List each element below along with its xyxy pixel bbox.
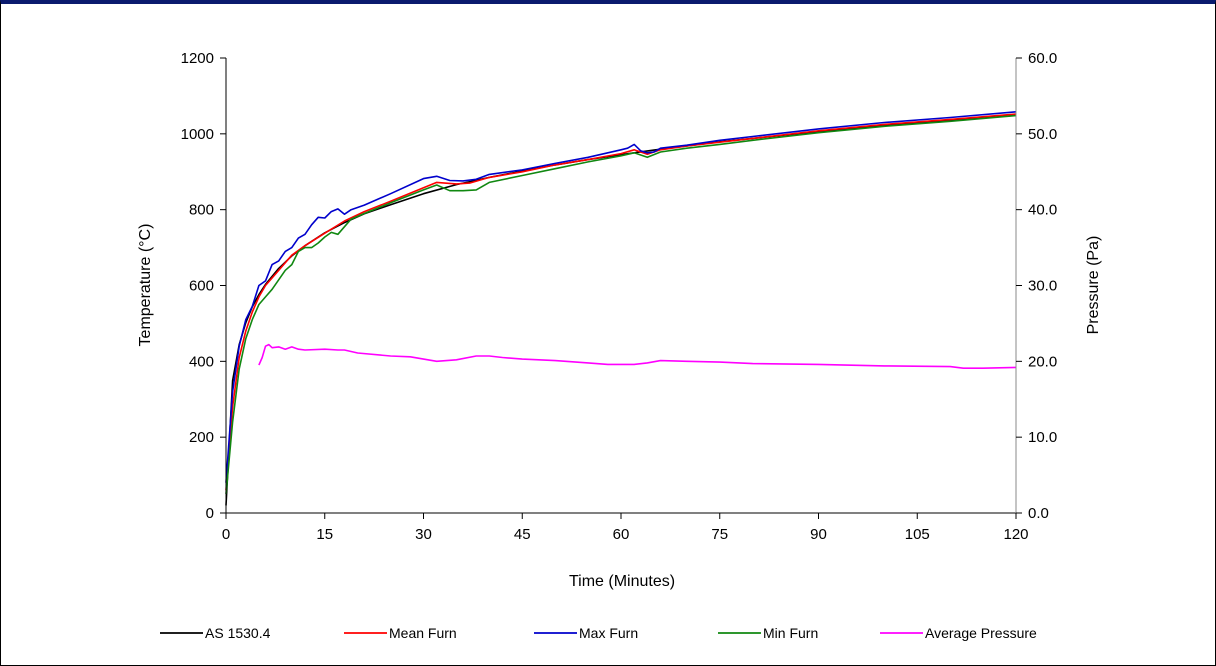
y2-tick-label: 40.0 bbox=[1028, 202, 1057, 219]
y2-tick-label: 60.0 bbox=[1028, 50, 1057, 67]
y-tick-label: 0 bbox=[206, 505, 214, 522]
series-lines bbox=[225, 111, 1017, 506]
y-tick-label: 800 bbox=[189, 202, 214, 219]
series-line-mean-furn bbox=[225, 113, 1017, 491]
x-tick-label: 60 bbox=[613, 526, 630, 543]
y2-tick-label: 30.0 bbox=[1028, 278, 1057, 295]
x-tick-label: 45 bbox=[514, 526, 531, 543]
y-axis-title: Temperature (°C) bbox=[137, 224, 154, 347]
legend: AS 1530.4 Mean Furn Max Furn Min Furn Averag… bbox=[160, 625, 1037, 641]
y-tick-label: 600 bbox=[189, 278, 214, 295]
y2-tick-label: 50.0 bbox=[1028, 126, 1057, 143]
legend-label: Average Pressure bbox=[925, 625, 1037, 641]
legend-label: AS 1530.4 bbox=[205, 625, 271, 641]
x-tick-label: 90 bbox=[810, 526, 827, 543]
x-tick-label: 30 bbox=[415, 526, 432, 543]
x-tick-label: 75 bbox=[711, 526, 728, 543]
y-tick-label: 1000 bbox=[181, 126, 214, 143]
x-tick-label: 120 bbox=[1003, 526, 1028, 543]
legend-label: Max Furn bbox=[579, 625, 638, 641]
y-tick-label: 1200 bbox=[181, 50, 214, 67]
series-line-max-furn bbox=[225, 111, 1017, 483]
legend-label: Mean Furn bbox=[389, 625, 457, 641]
x-axis-title: Time (Minutes) bbox=[569, 573, 675, 590]
legend-label: Min Furn bbox=[763, 625, 818, 641]
y2-axis-title: Pressure (Pa) bbox=[1085, 236, 1102, 335]
x-tick-label: 15 bbox=[316, 526, 333, 543]
x-tick-label: 0 bbox=[222, 526, 230, 543]
x-tick-label: 105 bbox=[905, 526, 930, 543]
y-tick-label: 400 bbox=[189, 353, 214, 370]
y-tick-label: 200 bbox=[189, 429, 214, 446]
series-line-as-1530-4 bbox=[225, 114, 1017, 506]
y2-tick-label: 20.0 bbox=[1028, 353, 1057, 370]
y2-tick-label: 10.0 bbox=[1028, 429, 1057, 446]
y2-tick-label: 0.0 bbox=[1028, 505, 1049, 522]
axes: 0 15 30 45 60 75 90 105 120020040060080010001200… bbox=[181, 50, 1058, 543]
series-line-average-pressure bbox=[258, 343, 1017, 370]
series-line-min-furn bbox=[225, 114, 1017, 495]
